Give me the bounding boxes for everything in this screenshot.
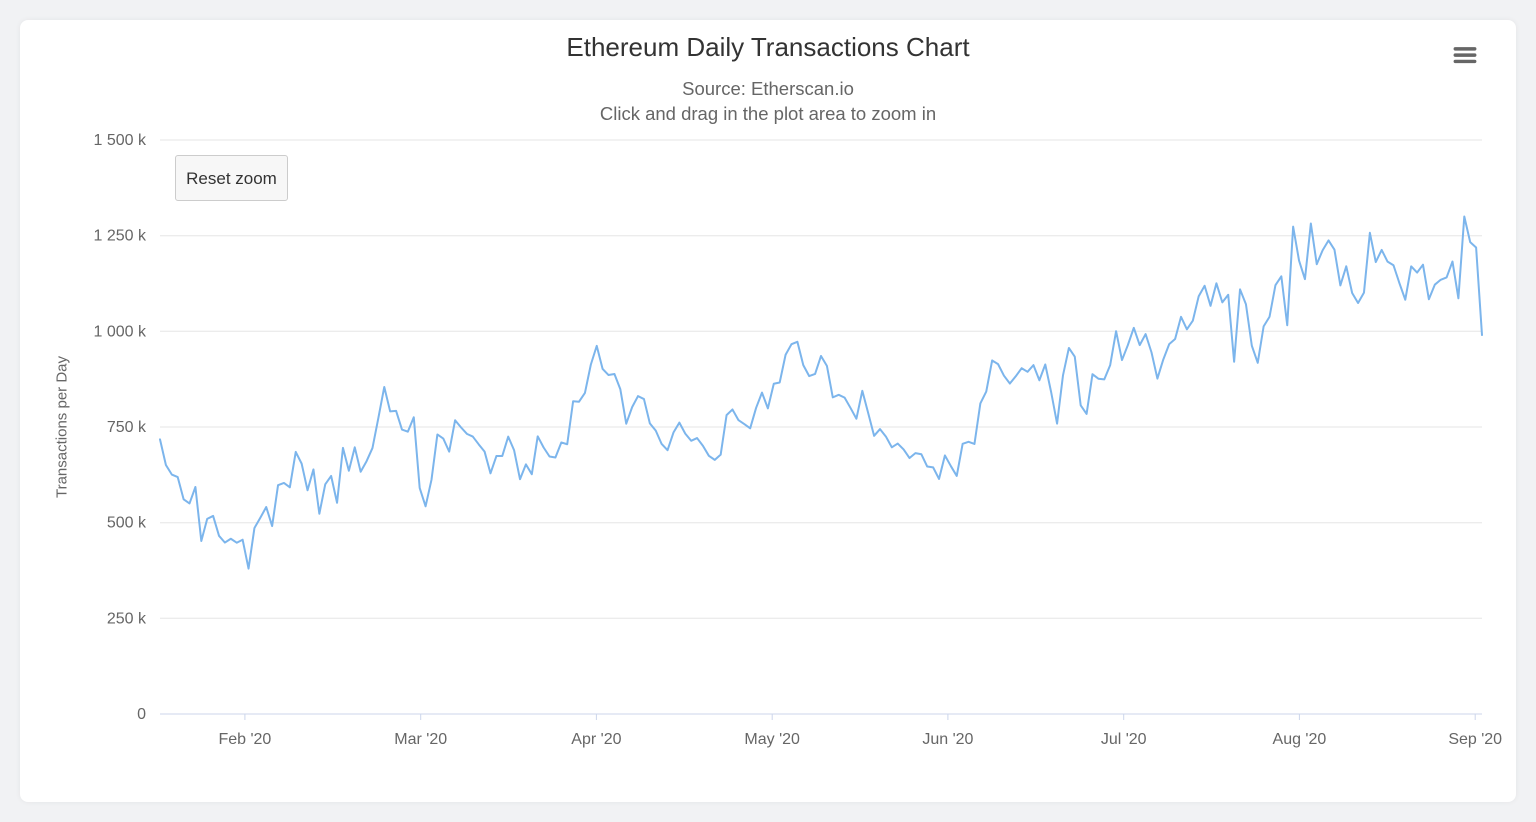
svg-text:Sep '20: Sep '20 bbox=[1448, 731, 1502, 748]
svg-text:0: 0 bbox=[137, 706, 146, 723]
svg-text:1 000 k: 1 000 k bbox=[94, 323, 147, 340]
svg-text:Aug '20: Aug '20 bbox=[1273, 731, 1327, 748]
svg-text:750 k: 750 k bbox=[107, 419, 147, 436]
svg-text:Mar '20: Mar '20 bbox=[394, 731, 447, 748]
svg-text:250 k: 250 k bbox=[107, 610, 147, 627]
svg-text:May '20: May '20 bbox=[744, 731, 800, 748]
svg-text:1 500 k: 1 500 k bbox=[94, 132, 147, 149]
svg-text:Jul '20: Jul '20 bbox=[1101, 731, 1147, 748]
svg-text:Apr '20: Apr '20 bbox=[571, 731, 621, 748]
svg-text:Jun '20: Jun '20 bbox=[922, 731, 973, 748]
svg-text:500 k: 500 k bbox=[107, 515, 147, 532]
svg-text:Feb '20: Feb '20 bbox=[218, 731, 271, 748]
svg-text:1 250 k: 1 250 k bbox=[94, 228, 147, 245]
